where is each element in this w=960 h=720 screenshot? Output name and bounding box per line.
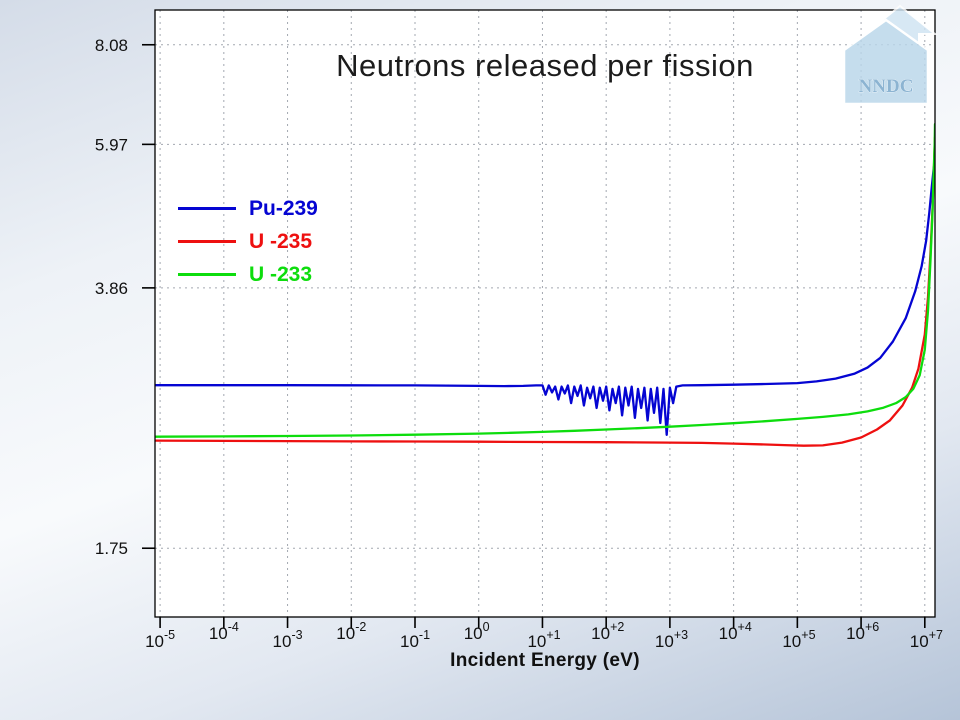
chart-legend: Pu-239 U -235 U -233	[178, 192, 318, 291]
x-tick-label: 10-1	[400, 628, 430, 651]
legend-item-pu239: Pu-239	[178, 192, 318, 225]
x-tick-label: 10+4	[719, 620, 752, 643]
x-tick-label: 10+3	[655, 628, 688, 651]
x-tick-label: 100	[464, 620, 490, 643]
plot-background	[155, 10, 935, 617]
legend-label: U -233	[249, 262, 313, 286]
y-tick-label: 8.08	[95, 36, 128, 55]
x-tick-label: 10-5	[145, 628, 175, 651]
x-tick-label: 10+6	[846, 620, 879, 643]
legend-label: U -235	[249, 229, 313, 253]
x-tick-label: 10+5	[782, 628, 815, 651]
y-tick-label: 1.75	[95, 539, 128, 558]
legend-line-swatch	[178, 273, 236, 276]
chart-title: Neutrons released per fission	[336, 48, 754, 83]
legend-label: Pu-239	[249, 196, 318, 220]
y-tick-label: 5.97	[95, 135, 128, 154]
legend-line-swatch	[178, 240, 236, 243]
legend-item-u233: U -233	[178, 258, 318, 291]
x-axis-label: Incident Energy (eV)	[450, 650, 640, 671]
x-tick-label: 10+2	[591, 620, 624, 643]
nndc-logo-icon: NNDC	[842, 4, 938, 106]
y-tick-label: 3.86	[95, 279, 128, 298]
plot-border	[154, 9, 936, 618]
x-tick-label: 10-3	[273, 628, 303, 651]
series-group	[155, 122, 935, 447]
series-line-U-233	[155, 122, 935, 438]
x-tick-label: 10+7	[910, 628, 943, 651]
logo-text: NNDC	[859, 76, 914, 97]
x-tick-label: 10+1	[527, 628, 560, 651]
legend-item-u235: U -235	[178, 225, 318, 258]
series-line-Pu-239	[155, 159, 935, 436]
logo-house-icon	[842, 18, 930, 106]
x-tick-label: 10-4	[209, 620, 239, 643]
x-tick-label: 10-2	[336, 620, 366, 643]
legend-line-swatch	[178, 207, 236, 210]
